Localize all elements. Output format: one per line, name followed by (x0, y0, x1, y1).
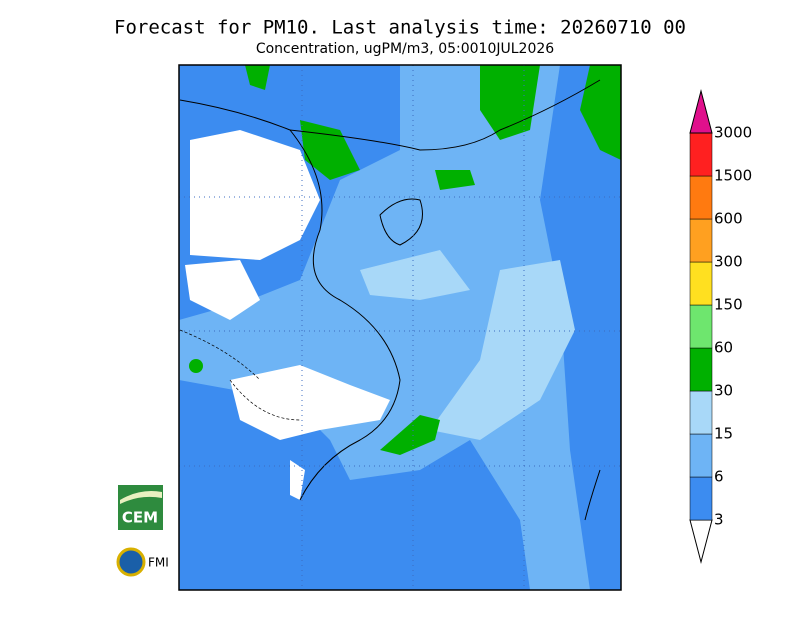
colorbar-segment (689, 175, 713, 220)
colorbar-label: 600 (714, 210, 743, 228)
colorbar-over (689, 89, 713, 134)
map (178, 64, 622, 591)
colorbar-under (689, 519, 713, 564)
colorbar-segment (689, 433, 713, 478)
colorbar-segment (689, 390, 713, 435)
colorbar-label: 15 (714, 425, 733, 443)
cem-logo-text: CEM (122, 509, 158, 527)
cem-logo: CEM (118, 485, 163, 530)
colorbar-segment (689, 261, 713, 306)
fmi-logo-text: FMI (148, 556, 169, 570)
colorbar-segment (689, 218, 713, 263)
colorbar-label: 6 (714, 468, 724, 486)
colorbar-segment (689, 132, 713, 177)
colorbar-segment (689, 347, 713, 392)
title: Forecast for PM10. Last analysis time: 2… (114, 17, 686, 39)
colorbar-label: 3 (714, 511, 724, 529)
fmi-logo: FMI (116, 547, 169, 577)
subtitle: Concentration, ugPM/m3, 05:0010JUL2026 (256, 41, 554, 57)
colorbar-label: 60 (714, 339, 733, 357)
colorbar-label: 300 (714, 253, 743, 271)
colorbar-label: 30 (714, 382, 733, 400)
colorbar-label: 3000 (714, 124, 752, 142)
colorbar-label: 150 (714, 296, 743, 314)
colorbar-label: 1500 (714, 167, 752, 185)
colorbar-segment (689, 304, 713, 349)
colorbar-segment (689, 476, 713, 521)
colorbar: 3 6 15 30 60 150 300 600 1500 3000 (689, 89, 752, 564)
